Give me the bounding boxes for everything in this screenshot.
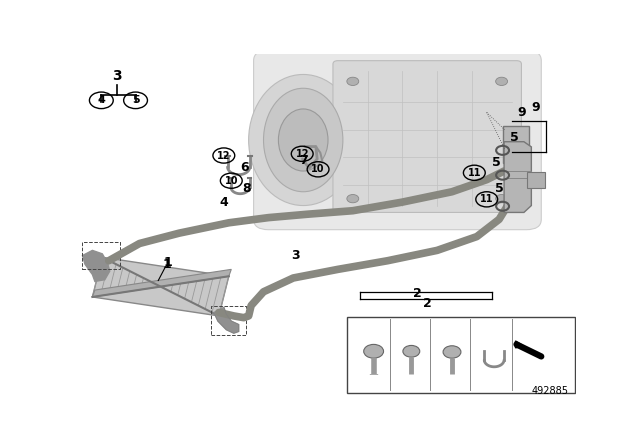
Text: 3: 3 (291, 249, 300, 262)
Circle shape (347, 77, 359, 86)
Text: 5: 5 (495, 182, 504, 195)
FancyBboxPatch shape (347, 317, 575, 392)
Text: 4: 4 (97, 95, 105, 105)
Text: 10: 10 (430, 336, 444, 346)
Circle shape (403, 345, 420, 357)
Text: 3: 3 (113, 69, 122, 83)
Text: 5: 5 (132, 95, 140, 105)
Text: 1: 1 (163, 258, 171, 271)
Text: 6: 6 (241, 161, 249, 174)
FancyBboxPatch shape (503, 125, 529, 163)
Circle shape (495, 77, 508, 86)
Ellipse shape (264, 88, 343, 192)
Text: 4: 4 (220, 196, 228, 209)
Circle shape (495, 194, 508, 203)
Text: 2: 2 (413, 287, 422, 300)
FancyBboxPatch shape (253, 50, 541, 230)
Text: 10: 10 (311, 164, 325, 174)
Polygon shape (92, 257, 229, 316)
Circle shape (443, 346, 461, 358)
FancyBboxPatch shape (527, 172, 545, 188)
Text: 5: 5 (492, 156, 501, 169)
Text: 12: 12 (217, 151, 230, 160)
Polygon shape (92, 269, 231, 297)
Text: 10: 10 (225, 176, 238, 186)
Text: 8: 8 (242, 182, 250, 195)
Text: 7: 7 (299, 154, 308, 167)
Polygon shape (83, 250, 110, 281)
Circle shape (347, 194, 359, 203)
Text: 5: 5 (509, 131, 518, 144)
Text: 2: 2 (423, 297, 431, 310)
Ellipse shape (278, 109, 328, 171)
Text: 11: 11 (392, 336, 406, 346)
Text: 11: 11 (468, 168, 481, 178)
Polygon shape (504, 142, 531, 212)
Text: 12: 12 (296, 149, 309, 159)
Polygon shape (214, 307, 239, 333)
Polygon shape (515, 341, 524, 348)
Text: 492885: 492885 (532, 386, 568, 396)
Text: 1: 1 (164, 256, 173, 269)
Text: 4: 4 (474, 336, 480, 346)
Text: 11: 11 (480, 194, 493, 204)
Text: 9: 9 (517, 106, 525, 119)
FancyBboxPatch shape (333, 60, 522, 212)
Text: 12: 12 (350, 336, 364, 346)
Text: 9: 9 (531, 101, 540, 114)
Circle shape (364, 345, 383, 358)
Ellipse shape (249, 74, 358, 206)
